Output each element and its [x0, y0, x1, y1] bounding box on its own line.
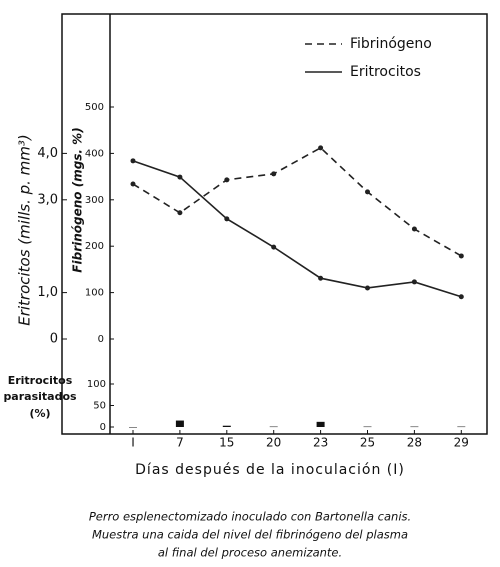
- y2-tick-label: 400: [85, 148, 104, 159]
- point: [224, 216, 230, 222]
- caption: Perro esplenectomizado inoculado con Bar…: [89, 510, 411, 524]
- point: [177, 174, 183, 180]
- series-line: [132, 146, 462, 257]
- bar: [363, 426, 372, 428]
- y2-tick-label: 500: [85, 102, 104, 113]
- x-tick-label: 15: [219, 436, 234, 450]
- bar: [222, 425, 231, 427]
- y2-tick-label: 0: [98, 334, 104, 345]
- caption: al final del proceso anemizante.: [158, 546, 342, 560]
- bar-y-title: parasitados: [3, 390, 77, 403]
- x-tick-label: 7: [176, 436, 184, 450]
- x-tick-label: 29: [454, 436, 469, 450]
- point: [271, 244, 277, 250]
- bar: [129, 427, 137, 428]
- point: [224, 177, 230, 183]
- point: [411, 279, 417, 285]
- x-tick-label: I: [131, 436, 135, 450]
- y2-tick-label: 200: [85, 241, 104, 252]
- series-line: [132, 160, 462, 298]
- point: [458, 294, 464, 300]
- bar-y-tick-label: 100: [87, 379, 106, 390]
- x-axis-title: Días después de la inoculación (I): [135, 462, 405, 478]
- point: [318, 145, 324, 151]
- bar-y-tick-label: 0: [100, 422, 106, 433]
- y-tick-label: 1,0: [37, 285, 58, 300]
- legend-label: Fibrinógeno: [350, 36, 432, 52]
- x-tick-label: 23: [313, 436, 328, 450]
- y2-tick-label: 100: [85, 288, 104, 299]
- bar: [269, 426, 278, 428]
- point: [177, 210, 183, 216]
- point: [411, 226, 417, 232]
- x-tick-label: 25: [360, 436, 375, 450]
- y-tick-label: 0: [50, 332, 58, 347]
- point: [365, 285, 370, 291]
- x-tick-label: 28: [407, 436, 422, 450]
- bar: [410, 426, 419, 428]
- bar-y-title: Eritrocitos: [8, 374, 73, 387]
- point: [365, 189, 370, 195]
- legend-label: Eritrocitos: [350, 64, 421, 80]
- bar-y-tick-label: 50: [93, 401, 106, 412]
- y-tick-label: 4,0: [37, 146, 58, 161]
- bar: [457, 426, 466, 428]
- y2-tick-label: 300: [85, 195, 104, 206]
- point: [130, 158, 136, 164]
- x-tick-label: 20: [266, 436, 281, 450]
- y-tick-label: 3,0: [37, 192, 58, 207]
- bar: [175, 420, 184, 427]
- point: [130, 181, 136, 187]
- bar: [316, 421, 325, 427]
- point: [271, 171, 277, 177]
- caption: Muestra una caida del nivel del fibrinóg…: [92, 528, 408, 542]
- y2-axis-title: Fibrinógeno (mgs. %): [71, 127, 85, 272]
- point: [318, 275, 324, 281]
- frame: [61, 13, 488, 435]
- y-axis-title: Eritrocitos (mills. p. mm³): [16, 134, 34, 326]
- bar-y-title: (%): [29, 407, 50, 420]
- point: [458, 253, 464, 259]
